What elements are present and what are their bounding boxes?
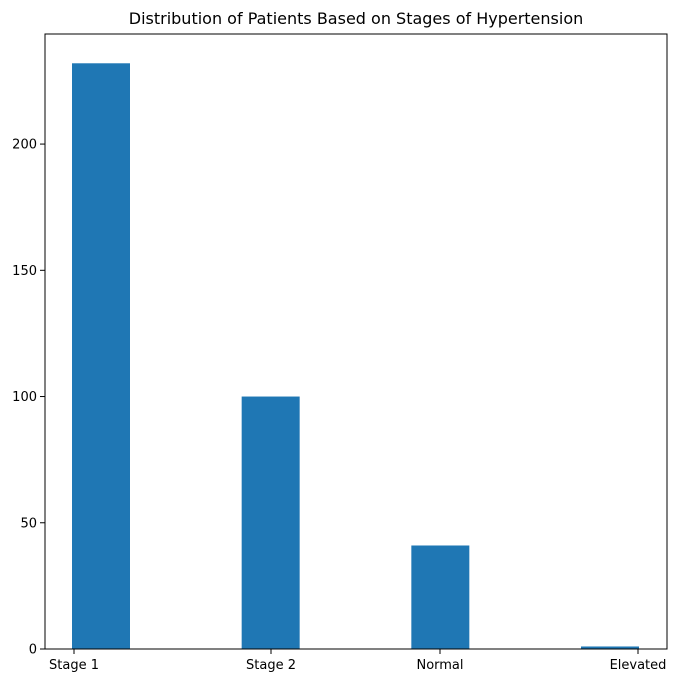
x-tick-label: Elevated <box>610 658 667 673</box>
chart-title: Distribution of Patients Based on Stages… <box>129 9 584 28</box>
y-tick-label: 0 <box>29 643 37 658</box>
bar-elevated <box>581 646 639 649</box>
x-tick-label: Stage 2 <box>246 658 296 673</box>
y-tick-label: 200 <box>12 138 37 153</box>
axes <box>44 33 668 650</box>
y-axis-ticks: 0 50 100 150 200 <box>12 138 45 658</box>
x-tick-label: Normal <box>416 658 463 673</box>
bars <box>72 63 639 650</box>
y-tick-label: 150 <box>12 264 37 279</box>
y-tick-label: 100 <box>12 390 37 405</box>
bar-stage-2 <box>241 396 300 649</box>
x-tick-label: Stage 1 <box>49 658 99 673</box>
x-axis-ticks: Stage 1 Stage 2 Normal Elevated <box>49 649 666 673</box>
plot-frame <box>44 33 668 650</box>
bar-stage-1 <box>72 63 130 650</box>
bar-normal <box>411 545 470 649</box>
y-tick-label: 50 <box>20 516 37 531</box>
